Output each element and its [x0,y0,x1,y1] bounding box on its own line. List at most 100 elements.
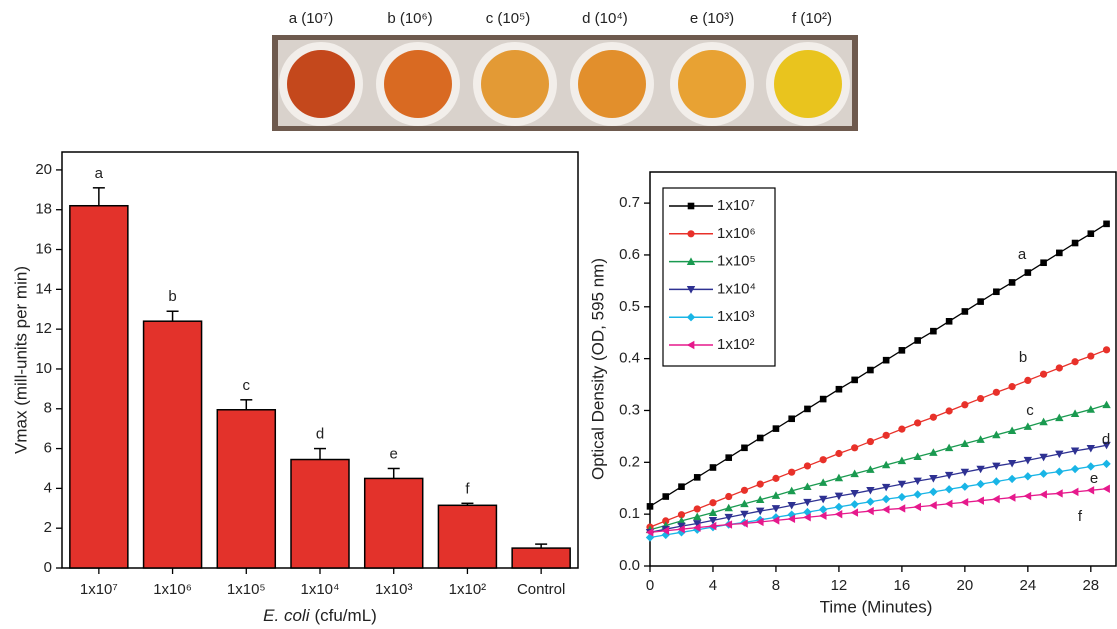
marker [709,499,717,507]
marker [1055,450,1064,459]
marker [881,494,891,504]
marker [662,493,670,500]
y-tick-label: 0.3 [619,401,640,418]
x-axis-label-unit: (cfu/mL) [314,606,376,625]
marker [803,482,812,491]
marker [929,448,938,456]
y-tick-label: 14 [35,280,52,297]
marker [913,452,922,460]
marker [913,477,922,486]
marker [897,504,906,513]
bar [142,320,203,569]
marker [881,483,891,492]
marker [1024,269,1032,276]
marker [944,485,954,494]
marker [708,521,717,531]
legend-label: 1x10⁴ [717,280,756,297]
well [384,50,452,118]
bar [290,458,350,569]
marker [850,500,859,509]
marker [677,516,686,525]
x-tick-label: 24 [1019,577,1036,594]
marker [929,501,937,510]
marker [1070,487,1079,497]
y-tick-label: 6 [44,440,52,457]
marker [741,444,748,452]
marker [976,465,985,474]
y-tick-label: 4 [44,479,52,496]
marker [1102,484,1110,493]
x-tick-label: 1x10³ [375,581,413,598]
marker [756,434,764,442]
marker [945,407,953,415]
well-label: f (10²) [792,10,832,27]
y-tick-label: 12 [35,320,52,337]
marker [976,496,984,505]
bar-letter: e [390,445,398,462]
marker [914,337,921,344]
marker [960,468,970,477]
marker [930,327,937,335]
well [678,50,746,118]
marker [834,509,843,519]
marker [1008,279,1016,286]
marker [834,502,844,512]
marker [882,431,890,439]
x-axis-label: E. coli (cfu/mL) [263,606,377,625]
marker [1056,249,1063,257]
marker [819,456,827,464]
marker [686,286,696,294]
marker [1071,239,1079,247]
marker [818,495,828,504]
y-tick-label: 0.0 [619,557,640,574]
x-tick-label: 12 [831,577,848,594]
marker [992,430,1001,439]
y-tick-label: 8 [44,400,52,417]
marker [992,494,1000,504]
marker [708,508,718,516]
marker [1039,453,1048,462]
marker [787,501,796,510]
marker [756,517,764,527]
marker [913,502,921,512]
marker [1086,405,1096,413]
marker [804,405,811,413]
marker [662,517,670,525]
x-tick-label: Control [517,581,565,598]
x-tick-label: 1x10⁵ [227,581,266,598]
x-tick-label: 1x10⁴ [301,581,340,598]
marker [881,505,890,514]
marker [1039,490,1047,499]
marker [803,498,812,507]
marker [834,492,844,501]
well-label: b (10⁶) [387,10,432,27]
marker [788,415,795,423]
marker [646,503,654,510]
curve-label: c [1026,402,1034,419]
marker [818,478,828,486]
marker [867,366,874,374]
well-photo [272,35,858,131]
marker [851,376,858,384]
marker [1070,464,1080,474]
marker [756,507,765,516]
well-label: d (10⁴) [582,10,628,27]
marker [834,473,844,482]
marker [1102,441,1111,450]
marker [740,499,749,508]
series-line [649,444,1107,533]
x-tick-label: 1x10² [449,581,487,598]
marker [992,388,1000,396]
y-tick-label: 18 [35,201,52,218]
marker [677,511,686,519]
y-tick-label: 0.6 [619,246,640,263]
marker [771,491,781,499]
marker [687,230,695,238]
marker [992,477,1001,486]
y-tick-label: 0.7 [619,194,640,211]
marker [693,523,701,532]
marker [787,510,796,519]
curve-label: b [1019,349,1027,366]
marker [850,508,859,517]
